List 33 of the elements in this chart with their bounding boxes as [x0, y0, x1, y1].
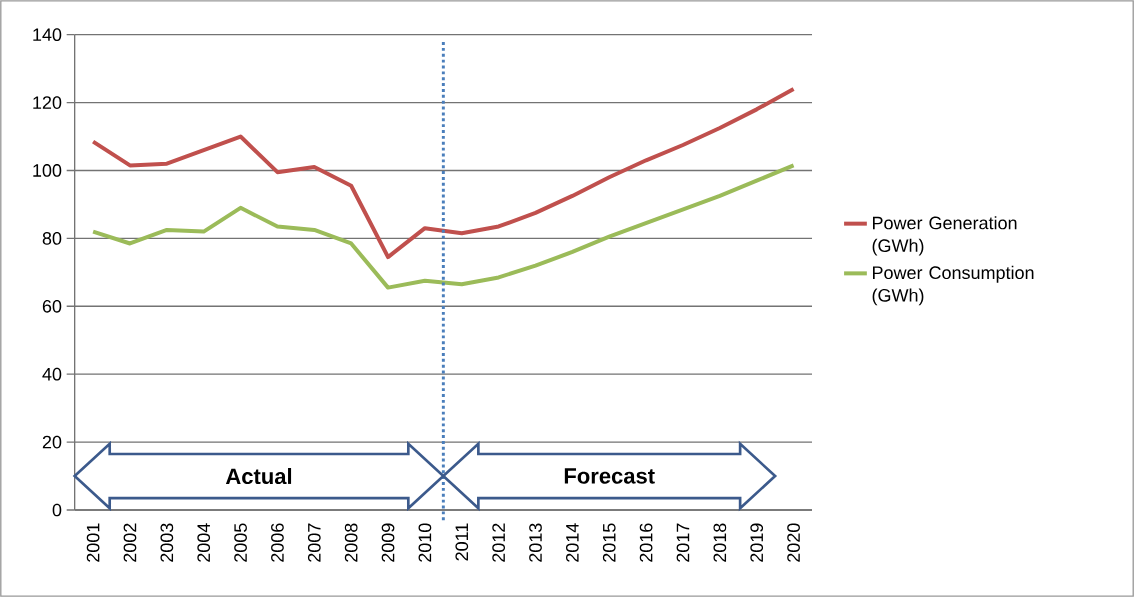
- y-tick-label: 140: [33, 28, 62, 42]
- x-tick-label: 2019: [750, 523, 764, 562]
- x-tick-label: 2013: [529, 523, 542, 562]
- x-tick-label: 2016: [639, 523, 653, 562]
- x-tick-label: 2011: [455, 523, 469, 561]
- x-tick-label: 2003: [160, 523, 174, 562]
- annotation: Actual: [225, 467, 292, 485]
- x-tick-label: 2005: [234, 523, 247, 562]
- y-tick-label: 60: [42, 299, 62, 313]
- x-tick-label: 2009: [381, 523, 395, 562]
- x-tick-label: 2007: [307, 523, 321, 562]
- line-series: [91, 86, 796, 260]
- x-tick-label: 2015: [602, 523, 616, 562]
- y-tick-label: 40: [42, 367, 62, 381]
- x-tick-label: 2014: [566, 523, 579, 562]
- x-tick-label: 2008: [344, 523, 358, 562]
- x-tick-label: 2018: [713, 523, 727, 562]
- x-tick-label: 2002: [123, 523, 137, 562]
- y-tick-label: 20: [42, 435, 62, 449]
- x-tick-label: 2004: [197, 523, 211, 562]
- x-tick-label: 2012: [492, 523, 505, 562]
- legend-label: Power Generation (GWh): [872, 216, 1017, 256]
- y-tick-label: 120: [33, 96, 62, 109]
- x-tick-label: 2020: [787, 523, 800, 562]
- x-tick-label: 2017: [676, 523, 690, 562]
- y-tick-label: 0: [52, 503, 62, 517]
- x-tick-label: 2001: [86, 523, 100, 562]
- y-tick-label: 100: [33, 164, 62, 177]
- x-tick-label: 2010: [418, 523, 432, 562]
- legend-label: Power Consumption (GWh): [872, 265, 1034, 306]
- annotation: Forecast: [564, 468, 655, 484]
- x-tick-label: 2006: [271, 523, 284, 562]
- y-tick-label: 80: [42, 232, 62, 245]
